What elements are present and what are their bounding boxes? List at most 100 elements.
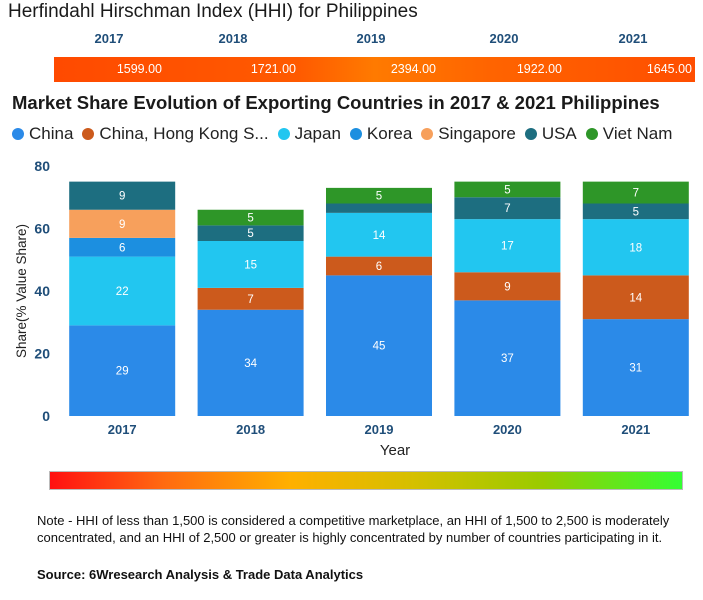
bar-value-label: 5 [504, 184, 510, 196]
bar-value-label: 15 [244, 259, 257, 271]
bar-segment [197, 225, 304, 241]
legend-item-usa: USA [524, 124, 577, 144]
legend-dot-icon [12, 128, 24, 140]
y-axis-label: Share(% Value Share) [14, 224, 29, 358]
x-tick-label: 2021 [621, 422, 650, 437]
bar-value-label: 9 [119, 191, 125, 203]
bar-value-label: 6 [119, 242, 125, 254]
bar-value-label: 9 [119, 219, 125, 231]
legend-label: Singapore [438, 124, 516, 143]
hhi-value-2017: 1599.00 [116, 62, 162, 76]
bar-segment [69, 209, 176, 238]
x-tick-label: 2019 [365, 422, 394, 437]
bar-segment [197, 287, 304, 310]
bar-value-label: 5 [247, 213, 253, 225]
hhi-year-2018: 2018 [218, 31, 248, 46]
bar-value-label: 17 [501, 241, 514, 253]
bar-segment [69, 256, 176, 326]
bar-segment [326, 203, 432, 213]
bar-value-label: 7 [504, 203, 510, 215]
legend-label: China [29, 124, 74, 143]
hhi-title: Herfindahl Hirschman Index (HHI) for Phi… [8, 1, 418, 22]
hhi-note: Note - HHI of less than 1,500 is conside… [37, 513, 670, 545]
legend-item-japan: Japan [277, 124, 341, 144]
hhi-value-2019: 2394.00 [390, 62, 436, 76]
bar-value-label: 45 [373, 341, 386, 353]
bar-segment [582, 219, 689, 276]
y-tick-label: 60 [34, 221, 50, 237]
x-tick-label: 2017 [108, 422, 137, 437]
legend-dot-icon [585, 128, 598, 140]
legend-label: USA [541, 124, 577, 143]
bar-segment [582, 181, 689, 204]
legend-label: Korea [366, 124, 413, 143]
bar-segment [454, 300, 561, 416]
hhi-value-2020: 1922.00 [516, 62, 562, 76]
bar-segment [326, 187, 432, 204]
hhi-value-bar [54, 57, 695, 82]
bar-value-label: 29 [116, 366, 129, 378]
bar-segment [454, 272, 561, 301]
bar-segment [454, 181, 561, 198]
bar-value-label: 7 [633, 188, 639, 200]
legend-label: China, Hong Kong S... [99, 124, 269, 143]
bar-value-label: 5 [376, 191, 382, 203]
stacked-bar-chart: 0 20 40 60 80 Share(% Value Share) 29 22 6 9 9 2017… [14, 158, 689, 459]
bar-value-label: 6 [376, 261, 382, 273]
bar-segment [582, 203, 689, 220]
bar-segment [326, 275, 432, 416]
y-tick-label: 40 [34, 283, 50, 299]
bar-value-label: 9 [504, 281, 510, 293]
hhi-year-2021: 2021 [618, 31, 648, 46]
legend-dot-icon [524, 128, 537, 140]
legend-item-hong-kong: China, Hong Kong S... [82, 124, 269, 144]
y-tick-label: 20 [34, 346, 50, 362]
bar-value-label: 7 [247, 294, 253, 306]
bar-segment [197, 241, 304, 288]
legend-dot-icon [349, 128, 362, 140]
hhi-value-2018: 1721.00 [250, 62, 296, 76]
legend-dot-icon [277, 128, 290, 140]
bar-value-label: 5 [247, 228, 253, 240]
legend-item-korea: Korea [349, 124, 413, 144]
chart-legend: China China, Hong Kong S... Japan Korea … [12, 124, 681, 144]
bar-segment [582, 275, 689, 320]
hhi-year-2019: 2019 [356, 31, 386, 46]
legend-dot-icon [82, 128, 95, 140]
legend-item-china: China [12, 124, 73, 144]
legend-item-viet-nam: Viet Nam [585, 124, 673, 144]
bar-segment [69, 325, 176, 416]
hhi-year-2020: 2020 [489, 31, 519, 46]
bar-value-label: 18 [629, 242, 642, 254]
bar-value-label: 5 [633, 206, 639, 218]
legend-item-singapore: Singapore [421, 124, 516, 144]
bar-segment [69, 237, 176, 257]
bar-value-label: 37 [501, 353, 514, 365]
legend-label: Japan [294, 124, 341, 143]
legend-dot-icon [421, 128, 434, 140]
bar-segment [326, 256, 432, 276]
bar-value-label: 34 [244, 358, 257, 370]
bar-segment [454, 219, 561, 273]
bar-segment [197, 309, 304, 416]
bar-value-label: 31 [629, 363, 642, 375]
legend-label: Viet Nam [602, 124, 673, 143]
hhi-value-2021: 1645.00 [646, 62, 692, 76]
bar-segment [326, 212, 432, 257]
x-tick-label: 2020 [493, 422, 522, 437]
bar-value-label: 14 [629, 292, 642, 304]
bar-segment [197, 209, 304, 226]
y-tick-label: 80 [34, 158, 50, 174]
y-tick-label: 0 [42, 408, 50, 424]
chart-title: Market Share Evolution of Exporting Coun… [12, 92, 660, 113]
bar-segment [454, 197, 561, 220]
bar-segment [69, 181, 176, 210]
bar-value-label: 14 [373, 230, 386, 242]
x-tick-label: 2018 [236, 422, 265, 437]
source-text: Source: 6Wresearch Analysis & Trade Data… [37, 567, 364, 582]
hhi-year-2017: 2017 [94, 31, 124, 46]
hhi-scale-gradient [49, 471, 683, 490]
bar-segment [582, 319, 689, 416]
bar-value-label: 22 [116, 286, 129, 298]
x-axis-label: Year [380, 442, 410, 459]
